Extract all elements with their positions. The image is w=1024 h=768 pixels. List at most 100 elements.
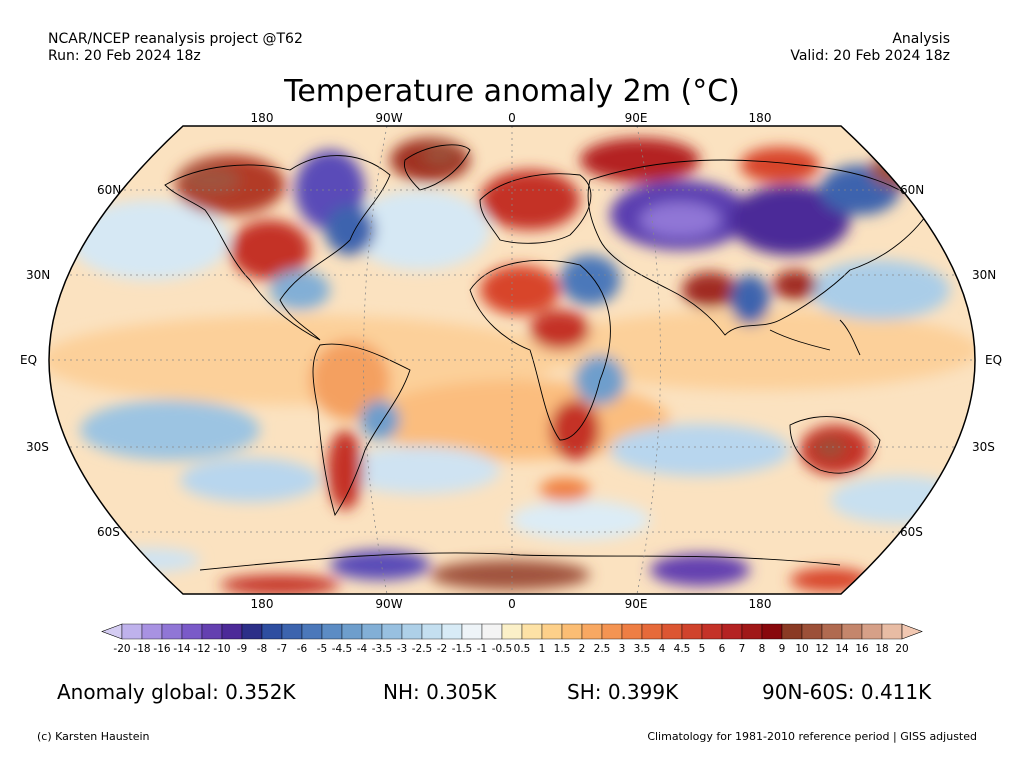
colorbar-bin bbox=[161, 623, 183, 640]
colorbar-bin bbox=[341, 623, 363, 640]
lon-label-top: 180 bbox=[748, 111, 772, 125]
colorbar-tick-label: 3.5 bbox=[633, 643, 651, 655]
colorbar-bin bbox=[561, 623, 583, 640]
colorbar-bin bbox=[141, 623, 163, 640]
colorbar-bin bbox=[881, 623, 903, 640]
colorbar-bin bbox=[421, 623, 443, 640]
colorbar-bin bbox=[701, 623, 723, 640]
colorbar-bin bbox=[621, 623, 643, 640]
colorbar-tick-label: -5 bbox=[316, 643, 328, 655]
colorbar-bin bbox=[501, 623, 523, 640]
colorbar-bin bbox=[241, 623, 263, 640]
climatology-note: Climatology for 1981-2010 reference peri… bbox=[647, 730, 977, 743]
colorbar-bin bbox=[401, 623, 423, 640]
coastlines bbox=[164, 144, 931, 571]
anomaly-nh: NH: 0.305K bbox=[383, 680, 497, 704]
lat-label-left: 30N bbox=[26, 268, 51, 282]
anomaly-field bbox=[49, 126, 975, 594]
colorbar-bin bbox=[121, 623, 143, 640]
colorbar-tick-label: -3.5 bbox=[371, 643, 393, 655]
colorbar-tick-label: 6 bbox=[718, 643, 726, 655]
colorbar-bin bbox=[781, 623, 803, 640]
colorbar-bin bbox=[181, 623, 203, 640]
colorbar-tick-label: -7 bbox=[276, 643, 288, 655]
colorbar-bin bbox=[581, 623, 603, 640]
colorbar-tick-label: -1 bbox=[476, 643, 488, 655]
lon-label-bottom: 180 bbox=[250, 597, 274, 611]
lon-label-bottom: 180 bbox=[748, 597, 772, 611]
colorbar-bin bbox=[281, 623, 303, 640]
map-border bbox=[48, 125, 976, 595]
colorbar-tick-label: 12 bbox=[815, 643, 829, 655]
credit: (c) Karsten Haustein bbox=[37, 730, 150, 743]
colorbar-bin bbox=[801, 623, 823, 640]
valid-time: Valid: 20 Feb 2024 18z bbox=[790, 48, 950, 64]
colorbar-tick-label: -4.5 bbox=[331, 643, 353, 655]
colorbar-tick-label: -0.5 bbox=[491, 643, 513, 655]
colorbar-tick-label: 20 bbox=[895, 643, 909, 655]
colorbar-tick-label: 4 bbox=[658, 643, 666, 655]
run-time: Run: 20 Feb 2024 18z bbox=[48, 48, 201, 64]
lat-label-right: 30S bbox=[972, 440, 995, 454]
colorbar-tick-label: -16 bbox=[153, 643, 171, 655]
lon-label-bottom: 90E bbox=[624, 597, 648, 611]
colorbar-tick-label: 3 bbox=[618, 643, 626, 655]
colorbar-tick-label: 1 bbox=[538, 643, 546, 655]
colorbar-bin bbox=[821, 623, 843, 640]
colorbar-tick-label: -4 bbox=[356, 643, 368, 655]
colorbar-bin bbox=[681, 623, 703, 640]
colorbar bbox=[101, 623, 923, 640]
colorbar-bin bbox=[761, 623, 783, 640]
colorbar-bin bbox=[381, 623, 403, 640]
colorbar-bin bbox=[521, 623, 543, 640]
lat-label-right: 60N bbox=[900, 183, 925, 197]
lat-label-right: EQ bbox=[985, 353, 1003, 367]
colorbar-tick-label: -2.5 bbox=[411, 643, 433, 655]
colorbar-tick-label: -1.5 bbox=[451, 643, 473, 655]
colorbar-tick-label: -3 bbox=[396, 643, 408, 655]
lon-label-top: 90E bbox=[624, 111, 648, 125]
lat-label-right: 60S bbox=[900, 525, 923, 539]
colorbar-bin bbox=[461, 623, 483, 640]
map-title: Temperature anomaly 2m (°C) bbox=[284, 74, 740, 109]
colorbar-tick-label: 9 bbox=[778, 643, 786, 655]
colorbar-tick-label: -14 bbox=[173, 643, 191, 655]
colorbar-tick-label: 2 bbox=[578, 643, 586, 655]
lon-label-top: 90W bbox=[375, 111, 403, 125]
colorbar-tick-label: 14 bbox=[835, 643, 849, 655]
colorbar-tick-label: 0.5 bbox=[513, 643, 531, 655]
colorbar-tick-label: 7 bbox=[738, 643, 746, 655]
lat-label-left: 60S bbox=[97, 525, 120, 539]
colorbar-tick-label: 4.5 bbox=[673, 643, 691, 655]
colorbar-tick-label: 2.5 bbox=[593, 643, 611, 655]
analysis-label: Analysis bbox=[892, 31, 950, 47]
colorbar-bin bbox=[741, 623, 763, 640]
colorbar-bin bbox=[221, 623, 243, 640]
colorbar-bin bbox=[321, 623, 343, 640]
colorbar-bin bbox=[301, 623, 323, 640]
anomaly-arctic: 90N-60S: 0.411K bbox=[762, 680, 932, 704]
model-name: NCAR/NCEP reanalysis project @T62 bbox=[48, 31, 303, 47]
colorbar-bin bbox=[541, 623, 563, 640]
anomaly-sh: SH: 0.399K bbox=[567, 680, 679, 704]
lon-label-top: 0 bbox=[508, 111, 516, 125]
colorbar-bin bbox=[261, 623, 283, 640]
colorbar-bin bbox=[661, 623, 683, 640]
lat-label-left: 30S bbox=[26, 440, 49, 454]
colorbar-bin bbox=[481, 623, 503, 640]
colorbar-arrow-low bbox=[101, 623, 123, 640]
colorbar-tick-label: -20 bbox=[113, 643, 131, 655]
colorbar-bin bbox=[861, 623, 883, 640]
colorbar-bin bbox=[841, 623, 863, 640]
graticule bbox=[49, 126, 975, 594]
lat-label-left: 60N bbox=[97, 183, 122, 197]
colorbar-tick-label: -2 bbox=[436, 643, 448, 655]
colorbar-bin bbox=[601, 623, 623, 640]
colorbar-tick-label: 1.5 bbox=[553, 643, 571, 655]
colorbar-tick-label: -10 bbox=[213, 643, 231, 655]
colorbar-tick-label: -18 bbox=[133, 643, 151, 655]
lon-label-bottom: 90W bbox=[375, 597, 403, 611]
colorbar-bin bbox=[201, 623, 223, 640]
colorbar-tick-label: -8 bbox=[256, 643, 268, 655]
